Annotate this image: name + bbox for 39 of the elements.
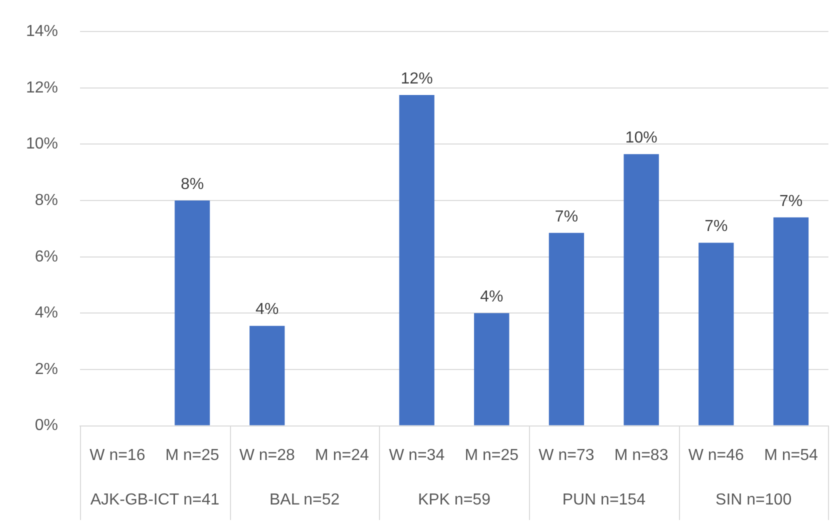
data-label: 7% — [704, 218, 728, 236]
x-tick-label: W n=73 — [538, 446, 594, 464]
data-label: 8% — [180, 176, 204, 193]
bar — [548, 232, 584, 426]
bar — [250, 326, 285, 426]
y-tick-label: 2% — [34, 360, 58, 378]
bar — [399, 94, 434, 426]
x-tick-label: W n=34 — [389, 446, 445, 464]
y-tick-label: 14% — [26, 23, 58, 40]
bar — [474, 313, 510, 426]
text: AJK-GB-ICT n=41 — [90, 491, 220, 508]
x-tick-label: M n=24 — [315, 446, 369, 464]
text: KPK n=59 — [418, 491, 491, 508]
y-tick-label: 0% — [34, 417, 58, 434]
x-tick-label: W n=16 — [90, 446, 146, 464]
bar — [698, 242, 734, 426]
x-tick-label: W n=46 — [688, 446, 744, 464]
y-tick-label: 8% — [34, 192, 58, 209]
data-label: 4% — [480, 288, 504, 306]
x-tick-label: M n=25 — [464, 446, 519, 464]
data-label: 10% — [625, 129, 658, 146]
data-label: 12% — [400, 70, 433, 88]
data-label: 7% — [554, 208, 578, 226]
x-tick-label: M n=54 — [764, 446, 818, 464]
y-tick-label: 12% — [26, 79, 58, 96]
bar — [174, 200, 210, 426]
bar — [773, 217, 809, 426]
x-tick-label: M n=25 — [165, 446, 220, 464]
y-tick-label: 6% — [34, 248, 58, 266]
y-tick-label: 10% — [26, 136, 58, 153]
text: BAL n=52 — [269, 491, 340, 508]
x-tick-label: W n=28 — [239, 446, 296, 464]
data-label: 7% — [779, 192, 803, 210]
text: PUN n=154 — [562, 491, 646, 508]
x-tick-label: M n=83 — [614, 446, 668, 464]
text: SIN n=100 — [716, 491, 792, 508]
data-label: 4% — [256, 301, 279, 318]
bar — [624, 154, 659, 426]
y-tick-label: 4% — [34, 304, 58, 322]
